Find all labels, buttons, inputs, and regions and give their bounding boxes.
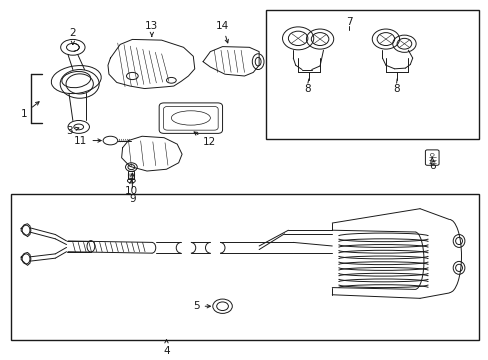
Text: 3: 3 <box>66 126 79 135</box>
Bar <box>11 194 478 339</box>
Text: 13: 13 <box>145 21 158 36</box>
Text: 1: 1 <box>21 102 39 119</box>
Text: 12: 12 <box>194 132 216 147</box>
Text: 5: 5 <box>193 301 210 311</box>
Text: 9: 9 <box>129 173 135 204</box>
Bar <box>266 10 478 139</box>
Text: 14: 14 <box>216 21 229 43</box>
Text: 6: 6 <box>428 158 435 171</box>
Polygon shape <box>21 252 31 265</box>
Text: 2: 2 <box>69 28 76 44</box>
Bar <box>128 171 134 179</box>
Text: 10: 10 <box>124 180 138 197</box>
Text: 8: 8 <box>304 84 310 94</box>
Polygon shape <box>21 224 31 237</box>
Text: 8: 8 <box>392 84 399 94</box>
Text: 4: 4 <box>163 339 169 356</box>
Text: 11: 11 <box>74 136 101 145</box>
Text: 7: 7 <box>346 17 352 27</box>
